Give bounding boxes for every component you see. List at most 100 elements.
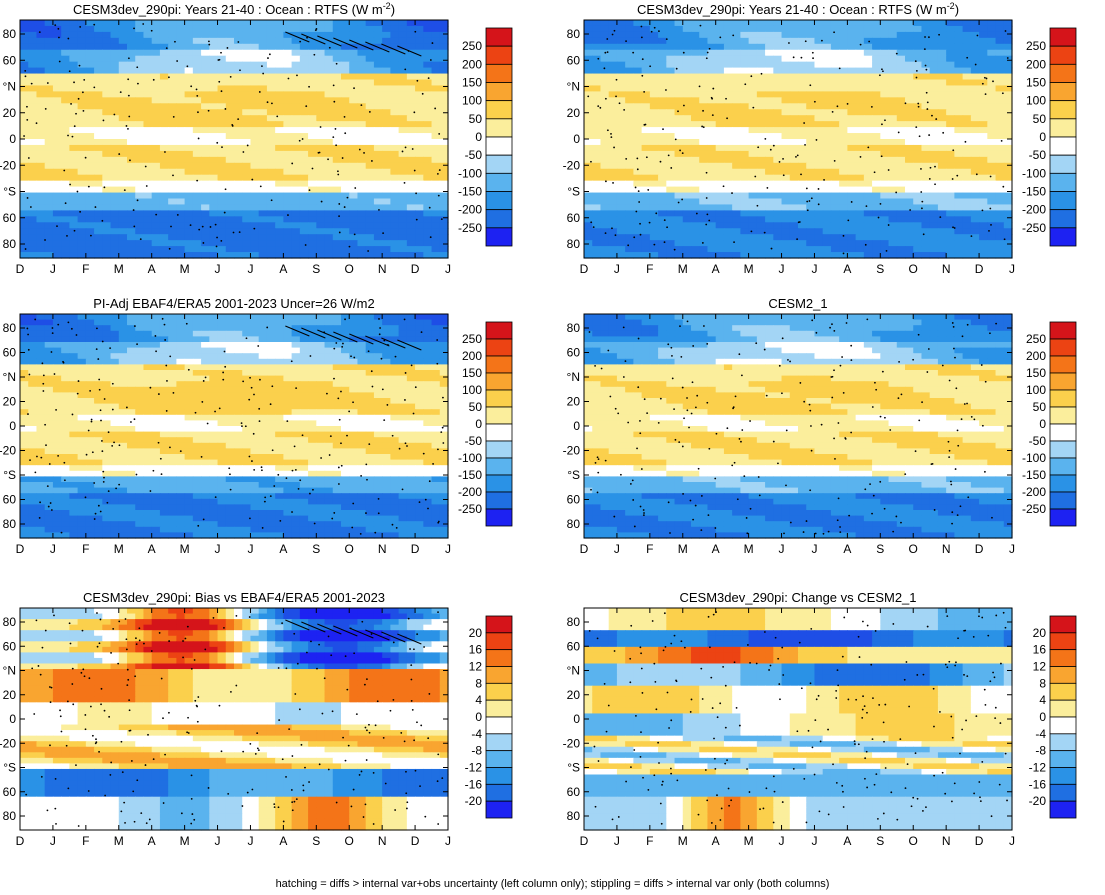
- heatmap-cell: [135, 168, 145, 176]
- stipple-dot: [923, 48, 926, 51]
- stipple-dot: [938, 33, 940, 36]
- heatmap-cell: [349, 121, 359, 128]
- heatmap-cell: [439, 49, 449, 57]
- heatmap-cell: [962, 115, 972, 122]
- heatmap-cell: [159, 61, 169, 69]
- heatmap-cell: [830, 162, 840, 170]
- heatmap-cell: [398, 127, 408, 134]
- heatmap-cell: [765, 240, 774, 247]
- heatmap-cell: [666, 180, 676, 188]
- heatmap-cell: [135, 186, 145, 194]
- heatmap-cell: [118, 240, 128, 247]
- heatmap-cell: [184, 314, 194, 321]
- heatmap-cell: [682, 133, 692, 140]
- heatmap-cell: [61, 180, 70, 188]
- stipple-dot: [77, 97, 80, 100]
- heatmap-cell: [666, 25, 676, 33]
- heatmap-cell: [781, 31, 791, 39]
- colorbar-label: 0: [475, 130, 482, 144]
- heatmap-cell: [896, 55, 906, 63]
- heatmap-cell: [291, 192, 301, 200]
- heatmap-cell: [715, 192, 725, 200]
- heatmap-cell: [888, 150, 898, 158]
- heatmap-cell: [28, 192, 38, 200]
- stipple-dot: [650, 30, 653, 33]
- heatmap-cell: [192, 228, 202, 235]
- heatmap-cell: [102, 121, 112, 128]
- heatmap-cell: [863, 55, 873, 63]
- heatmap-cell: [814, 73, 824, 81]
- heatmap-cell: [699, 127, 709, 134]
- heatmap-cell: [52, 67, 62, 75]
- heatmap-cell: [159, 252, 169, 259]
- heatmap-cell: [905, 139, 914, 146]
- heatmap-cell: [970, 174, 980, 182]
- colorbar-swatch: [485, 82, 513, 102]
- heatmap-cell: [365, 246, 375, 253]
- heatmap-cell: [431, 55, 441, 63]
- x-tick-label: O: [345, 262, 354, 276]
- heatmap-cell: [921, 127, 931, 134]
- heatmap-cell: [168, 150, 177, 158]
- heatmap-cell: [357, 314, 367, 321]
- heatmap-cell: [406, 55, 416, 63]
- heatmap-cell: [600, 192, 610, 200]
- heatmap-cell: [217, 139, 227, 146]
- heatmap-cell: [52, 150, 62, 158]
- heatmap-cell: [234, 79, 243, 87]
- heatmap-cell: [715, 210, 725, 217]
- heatmap-cell: [954, 180, 964, 188]
- heatmap-cell: [937, 186, 947, 194]
- stipple-dot: [659, 160, 662, 163]
- heatmap-cell: [69, 180, 79, 188]
- heatmap-cell: [674, 103, 684, 110]
- heatmap-cell: [773, 139, 783, 146]
- stipple-dot: [76, 190, 79, 193]
- heatmap-cell: [962, 109, 972, 116]
- heatmap-cell: [61, 73, 70, 81]
- heatmap-cell: [872, 85, 881, 92]
- heatmap-cell: [349, 43, 359, 51]
- heatmap-cell: [44, 222, 54, 229]
- heatmap-cell: [979, 240, 988, 247]
- heatmap-cell: [929, 174, 939, 182]
- heatmap-cell: [143, 79, 153, 87]
- heatmap-cell: [406, 180, 416, 188]
- heatmap-cell: [723, 20, 733, 27]
- heatmap-cell: [781, 222, 791, 229]
- heatmap-cell: [814, 198, 824, 206]
- heatmap-cell: [740, 139, 750, 146]
- heatmap-cell: [283, 31, 293, 39]
- heatmap-cell: [225, 174, 235, 182]
- heatmap-cell: [781, 246, 791, 253]
- heatmap-cell: [415, 198, 424, 206]
- heatmap-cell: [822, 228, 832, 235]
- heatmap-cell: [299, 115, 309, 122]
- heatmap-cell: [798, 174, 807, 182]
- heatmap-cell: [1003, 150, 1013, 158]
- heatmap-cell: [707, 37, 717, 45]
- heatmap-cell: [143, 156, 153, 164]
- heatmap-cell: [863, 109, 873, 116]
- heatmap-cell: [159, 67, 169, 75]
- stipple-dot: [337, 173, 340, 176]
- stipple-dot: [985, 77, 988, 80]
- heatmap-cell: [36, 150, 46, 158]
- heatmap-cell: [789, 109, 799, 116]
- heatmap-cell: [373, 228, 383, 235]
- heatmap-cell: [962, 192, 972, 200]
- heatmap-cell: [789, 79, 799, 87]
- heatmap-cell: [184, 186, 194, 194]
- stipple-dot: [262, 72, 265, 75]
- stipple-dot: [859, 43, 862, 46]
- heatmap-cell: [85, 156, 95, 164]
- heatmap-cell: [357, 319, 367, 326]
- heatmap-cell: [85, 222, 95, 229]
- heatmap-cell: [85, 162, 95, 170]
- heatmap-cell: [666, 115, 676, 122]
- heatmap-cell: [830, 37, 840, 45]
- heatmap-cell: [201, 228, 210, 235]
- heatmap-cell: [921, 91, 931, 98]
- heatmap-cell: [44, 103, 54, 110]
- heatmap-cell: [691, 91, 700, 98]
